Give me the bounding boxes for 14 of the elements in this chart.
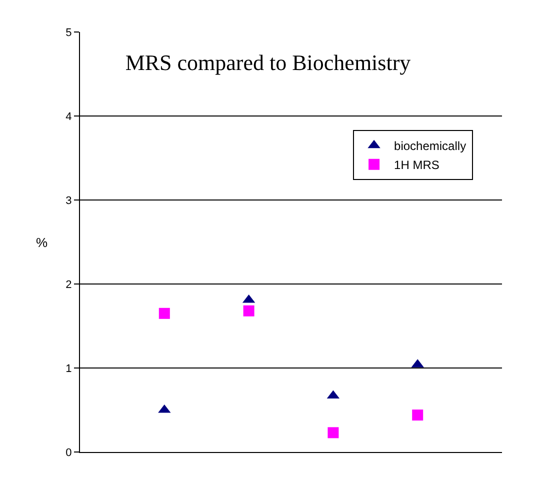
y-tick-label: 3 <box>66 194 72 207</box>
y-tick-label: 1 <box>66 362 72 375</box>
y-tick-label: 0 <box>66 446 72 459</box>
text: MRS compared to Biochemistry <box>125 50 411 75</box>
legend-label: 1H MRS <box>394 158 440 172</box>
y-tick-label: 4 <box>66 110 72 123</box>
point <box>243 305 254 316</box>
y-tick-label: 2 <box>66 278 72 291</box>
y-tick-label: 5 <box>66 26 72 39</box>
point <box>412 410 424 421</box>
point <box>158 308 170 319</box>
legend-label: biochemically <box>394 139 466 154</box>
y-axis-title: % <box>36 235 48 250</box>
point <box>328 427 339 438</box>
